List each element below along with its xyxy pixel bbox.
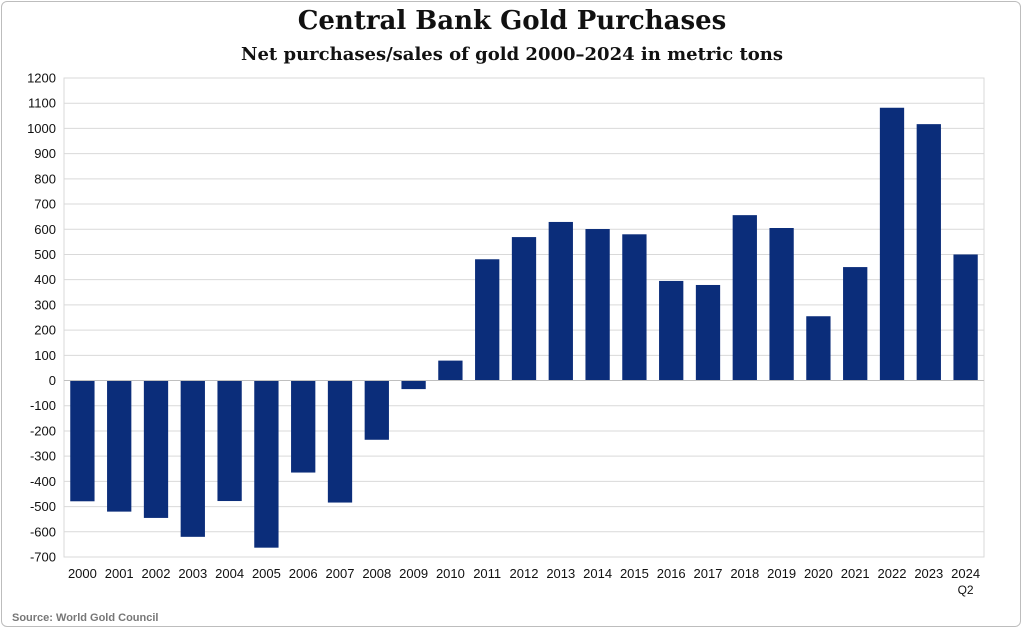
x-tick-label: 2002 <box>142 566 171 581</box>
bar <box>732 215 757 381</box>
bar <box>291 380 316 473</box>
x-tick-label: 2023 <box>914 566 943 581</box>
y-tick-label: -600 <box>30 524 56 539</box>
x-tick-label: 2004 <box>215 566 244 581</box>
y-tick-label: -700 <box>30 550 56 565</box>
x-tick-label: 2005 <box>252 566 281 581</box>
y-tick-label: 600 <box>34 222 56 237</box>
bar <box>806 316 831 381</box>
y-tick-label: 1000 <box>27 121 56 136</box>
x-tick-label: 2009 <box>399 566 428 581</box>
bar <box>548 221 573 381</box>
y-tick-label: 1100 <box>28 96 56 111</box>
bar <box>659 280 684 381</box>
y-tick-label: 900 <box>34 146 56 161</box>
x-tick-label: 2016 <box>657 566 686 581</box>
bar <box>364 380 389 440</box>
x-tick-label: 2003 <box>178 566 207 581</box>
x-tick-label: 2013 <box>546 566 575 581</box>
x-tick-label: 2021 <box>841 566 870 581</box>
y-tick-label: -200 <box>30 423 56 438</box>
y-tick-label: 200 <box>34 323 56 338</box>
x-tick-label: 2001 <box>105 566 134 581</box>
x-tick-label: 2017 <box>694 566 723 581</box>
y-tick-label: -100 <box>30 398 56 413</box>
x-tick-label: 2018 <box>730 566 759 581</box>
x-tick-label: 2019 <box>767 566 796 581</box>
y-tick-label: -500 <box>30 499 56 514</box>
bar <box>401 380 426 390</box>
bar <box>511 237 537 381</box>
x-tick-label: 2000 <box>68 566 97 581</box>
bar <box>953 254 978 381</box>
x-tick-label: 2024 <box>951 566 980 581</box>
y-tick-label: -400 <box>30 474 56 489</box>
x-tick-label: 2007 <box>326 566 355 581</box>
bar <box>143 380 169 518</box>
x-tick-label: 2012 <box>510 566 539 581</box>
y-tick-label: 300 <box>34 297 56 312</box>
bar <box>327 380 353 503</box>
bar <box>585 229 610 381</box>
x-tick-label: 2015 <box>620 566 649 581</box>
x-tick-label: 2011 <box>473 566 501 581</box>
bar <box>180 380 205 537</box>
x-tick-label: 2006 <box>289 566 318 581</box>
chart-subtitle: Net purchases/sales of gold 2000–2024 in… <box>241 44 783 65</box>
bar <box>695 284 721 381</box>
plot-area <box>63 77 985 558</box>
x-tick-label: 2022 <box>878 566 907 581</box>
bar <box>217 380 242 502</box>
y-tick-label: 700 <box>34 197 56 212</box>
x-tick-label: 2010 <box>436 566 465 581</box>
bar <box>438 360 463 381</box>
y-tick-label: 400 <box>34 272 56 287</box>
bar <box>254 380 279 548</box>
x-tick-sublabel: Q2 <box>958 583 974 597</box>
y-tick-label: 1200 <box>27 71 56 86</box>
bar <box>843 267 868 381</box>
chart-title: Central Bank Gold Purchases <box>297 6 727 36</box>
bar <box>879 107 905 381</box>
source-note: Source: World Gold Council <box>12 612 159 624</box>
x-tick-label: 2008 <box>362 566 391 581</box>
bar <box>769 228 794 381</box>
y-tick-label: 0 <box>49 373 56 388</box>
y-tick-label: 800 <box>34 171 56 186</box>
bar <box>622 234 647 381</box>
x-tick-label: 2020 <box>804 566 833 581</box>
bar <box>70 380 95 502</box>
y-tick-label: 100 <box>34 348 56 363</box>
y-tick-label: 500 <box>34 247 56 262</box>
y-tick-label: -300 <box>30 449 56 464</box>
bar <box>107 380 132 512</box>
bar <box>916 124 941 381</box>
x-tick-label: 2014 <box>583 566 612 581</box>
bar <box>475 259 500 381</box>
